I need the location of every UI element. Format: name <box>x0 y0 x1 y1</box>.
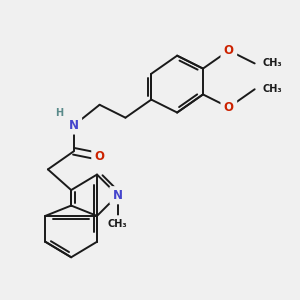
Text: N: N <box>113 189 123 202</box>
Text: CH₃: CH₃ <box>262 82 290 96</box>
Text: CH₃: CH₃ <box>262 84 282 94</box>
Text: H: H <box>56 107 64 118</box>
Text: O: O <box>93 149 106 164</box>
Text: O: O <box>222 43 236 58</box>
Text: CH₃: CH₃ <box>262 56 290 70</box>
Text: O: O <box>222 100 236 115</box>
Text: O: O <box>224 44 234 57</box>
Text: CH₃: CH₃ <box>262 58 282 68</box>
Text: CH₃: CH₃ <box>108 219 128 229</box>
Text: O: O <box>224 101 234 114</box>
Text: N: N <box>67 118 80 133</box>
Text: N: N <box>69 119 79 132</box>
Text: N: N <box>111 188 124 203</box>
Text: O: O <box>94 150 105 163</box>
Text: CH₃: CH₃ <box>104 217 132 231</box>
